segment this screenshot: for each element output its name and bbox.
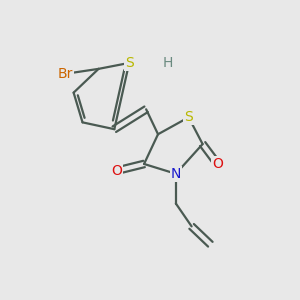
Text: S: S [184, 110, 193, 124]
Text: N: N [171, 167, 181, 181]
Text: O: O [111, 164, 122, 178]
Text: S: S [125, 56, 134, 70]
Text: H: H [163, 56, 173, 70]
Text: Br: Br [58, 67, 73, 81]
Text: O: O [212, 157, 223, 171]
